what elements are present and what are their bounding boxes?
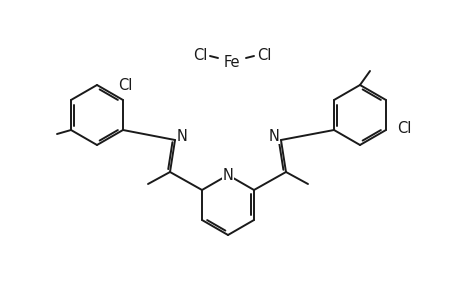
Text: Cl: Cl — [256, 47, 271, 62]
Text: Cl: Cl — [396, 121, 410, 136]
Text: Cl: Cl — [192, 47, 207, 62]
Text: N: N — [222, 167, 233, 182]
Text: Fe: Fe — [223, 55, 240, 70]
Text: N: N — [268, 128, 279, 143]
Text: N: N — [176, 128, 187, 143]
Text: Cl: Cl — [118, 77, 132, 92]
